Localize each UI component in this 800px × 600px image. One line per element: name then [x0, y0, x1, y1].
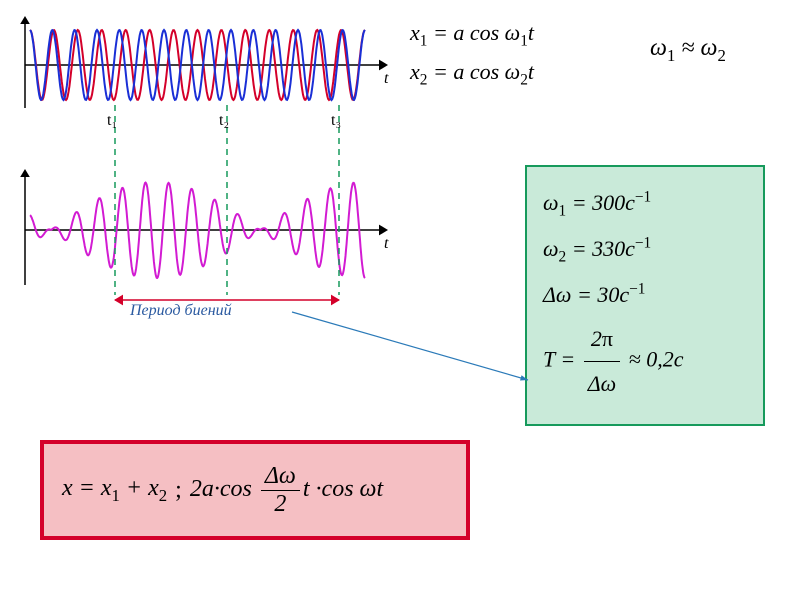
svg-text:t₃: t₃: [331, 112, 341, 129]
value-delta-omega: Δω = 30c−1: [543, 273, 747, 317]
value-omega1: ω1 = 300c−1: [543, 181, 747, 227]
numeric-values-box: ω1 = 300c−1 ω2 = 330c−1 Δω = 30c−1 T = 2…: [525, 165, 765, 426]
result-equation-box: x = x1 + x2 ; 2a·cos Δω 2 t ·cos ωt: [40, 440, 470, 540]
approx-equation: ω1 ≈ ω2: [650, 35, 726, 66]
svg-text:t: t: [384, 235, 389, 252]
separator: ;: [175, 477, 182, 504]
source-equations: x1 = a cos ω1t x2 = a cos ω2t: [410, 15, 534, 93]
svg-text:t₁: t₁: [107, 112, 117, 129]
svg-text:t: t: [384, 70, 389, 87]
result-sum: x = x1 + x2: [62, 475, 167, 506]
eq-x2: x2 = a cos ω2t: [410, 54, 534, 93]
value-period: T = 2π Δω ≈ 0,2c: [543, 317, 747, 406]
beats-diagram: t t t₁ t₂ t₃: [10, 10, 400, 310]
value-omega2: ω2 = 330c−1: [543, 227, 747, 273]
result-expr: 2a·cos Δω 2 t ·cos ωt: [190, 463, 383, 518]
svg-text:t₂: t₂: [219, 112, 229, 129]
eq-x1: x1 = a cos ω1t: [410, 15, 534, 54]
beat-period-label: Период биений: [130, 302, 232, 320]
